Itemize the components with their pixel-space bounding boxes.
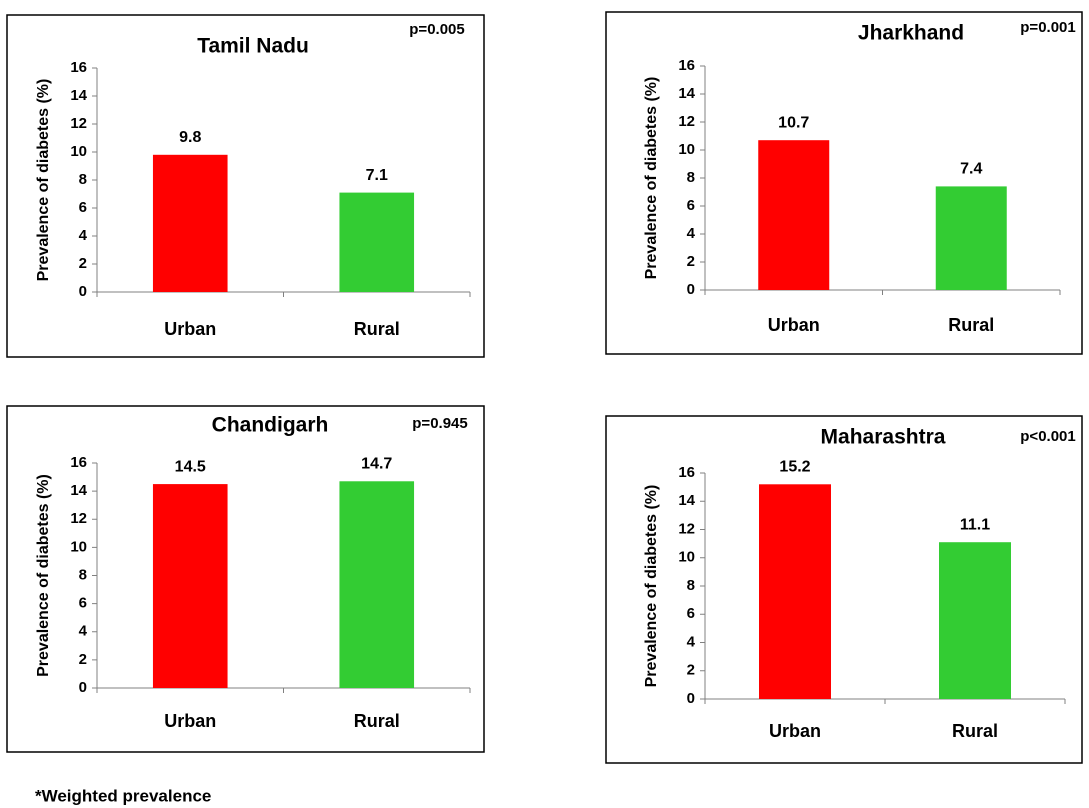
y-tick-label: 12 <box>678 520 695 537</box>
y-tick-label: 6 <box>79 199 87 216</box>
y-tick-label: 0 <box>687 281 695 298</box>
chart-frame <box>6 405 485 753</box>
y-tick-label: 14 <box>678 492 695 509</box>
y-tick-label: 12 <box>678 113 695 130</box>
chart-title: Chandigarh <box>212 414 329 437</box>
x-tick-label: Rural <box>354 711 400 731</box>
footnote: *Weighted prevalence <box>35 786 211 805</box>
chart-frame <box>605 11 1083 355</box>
y-tick-label: 4 <box>687 633 696 650</box>
chart-title: Jharkhand <box>858 22 964 45</box>
y-tick-label: 0 <box>79 283 87 300</box>
y-tick-label: 6 <box>687 197 695 214</box>
y-tick-label: 2 <box>687 253 695 270</box>
y-axis-label: Prevalence of diabetes (%) <box>35 474 52 677</box>
y-tick-label: 4 <box>79 623 88 640</box>
chart-frame <box>605 415 1083 764</box>
y-tick-label: 2 <box>79 255 87 272</box>
chart-title: Maharashtra <box>821 426 946 449</box>
value-label: 15.2 <box>779 459 810 476</box>
x-tick-label: Urban <box>768 315 820 335</box>
bar <box>152 154 228 292</box>
chart-title: Tamil Nadu <box>197 35 309 58</box>
value-label: 7.4 <box>960 161 982 178</box>
value-label: 11.1 <box>960 516 990 533</box>
y-tick-label: 16 <box>70 454 87 471</box>
y-axis-label: Prevalence of diabetes (%) <box>643 77 660 280</box>
value-label: 14.7 <box>361 456 392 473</box>
bar <box>339 192 415 292</box>
x-tick-label: Urban <box>164 711 216 731</box>
bar <box>939 542 1011 699</box>
p-value: p<0.001 <box>1020 428 1075 445</box>
p-value: p=0.005 <box>409 21 464 38</box>
y-axis-label: Prevalence of diabetes (%) <box>643 485 660 688</box>
y-tick-label: 8 <box>79 171 87 188</box>
y-tick-label: 2 <box>687 662 695 679</box>
y-tick-label: 2 <box>79 651 87 668</box>
value-label: 10.7 <box>778 114 809 131</box>
y-tick-label: 8 <box>687 169 695 186</box>
y-tick-label: 4 <box>687 225 696 242</box>
x-tick-label: Urban <box>164 319 216 339</box>
x-tick-label: Rural <box>948 315 994 335</box>
y-axis-label: Prevalence of diabetes (%) <box>35 79 52 282</box>
y-tick-label: 10 <box>678 549 695 566</box>
p-value: p=0.001 <box>1020 19 1075 36</box>
bar <box>935 186 1007 290</box>
x-tick-label: Urban <box>769 721 821 741</box>
y-tick-label: 14 <box>70 482 87 499</box>
y-tick-label: 6 <box>687 605 695 622</box>
bar <box>152 484 228 688</box>
bar <box>339 481 415 688</box>
y-tick-label: 12 <box>70 115 87 132</box>
chart-frame <box>6 14 485 358</box>
y-tick-label: 16 <box>70 59 87 76</box>
x-tick-label: Rural <box>354 319 400 339</box>
bar <box>758 140 830 290</box>
y-tick-label: 16 <box>678 57 695 74</box>
y-tick-label: 14 <box>678 85 695 102</box>
y-tick-label: 4 <box>79 227 88 244</box>
value-label: 14.5 <box>175 458 206 475</box>
y-tick-label: 10 <box>678 141 695 158</box>
y-tick-label: 8 <box>687 577 695 594</box>
y-tick-label: 6 <box>79 595 87 612</box>
value-label: 9.8 <box>179 129 201 146</box>
value-label: 7.1 <box>366 167 388 184</box>
p-value: p=0.945 <box>412 415 467 432</box>
x-tick-label: Rural <box>952 721 998 741</box>
y-tick-label: 10 <box>70 538 87 555</box>
y-tick-label: 8 <box>79 566 87 583</box>
y-tick-label: 16 <box>678 464 695 481</box>
y-tick-label: 14 <box>70 87 87 104</box>
y-tick-label: 0 <box>687 690 695 707</box>
y-tick-label: 12 <box>70 510 87 527</box>
y-tick-label: 0 <box>79 679 87 696</box>
bar <box>759 484 831 699</box>
y-tick-label: 10 <box>70 143 87 160</box>
